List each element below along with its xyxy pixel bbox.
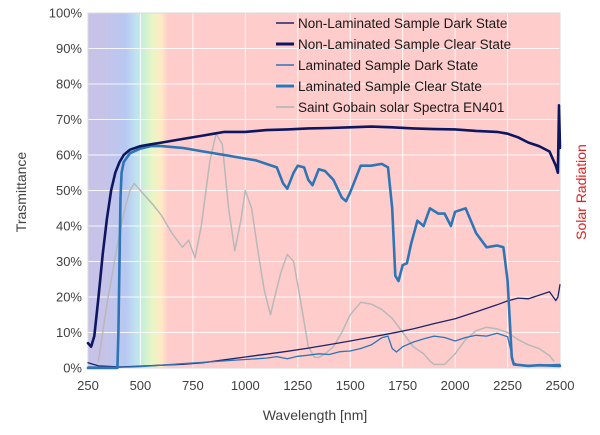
- legend-label: Saint Gobain solar Spectra EN401: [298, 100, 504, 115]
- y-axis-ticks: 0% 10% 20% 30% 40% 50% 60% 70% 80% 90% 100%: [49, 6, 83, 376]
- y-tick-label: 70%: [56, 112, 82, 127]
- legend: Non-Laminated Sample Dark State Non-Lamin…: [276, 16, 511, 115]
- y-tick-label: 60%: [56, 148, 82, 163]
- x-tick-label: 1250: [283, 378, 312, 393]
- x-axis-title: Wavelength [nm]: [263, 407, 368, 423]
- y-tick-label: 50%: [56, 183, 82, 198]
- series-line-4: [97, 132, 555, 366]
- y2-axis-title: Solar Radiation: [573, 144, 589, 240]
- x-tick-label: 1500: [336, 378, 365, 393]
- x-tick-label: 2500: [546, 378, 575, 393]
- plot-frame: [87, 12, 561, 369]
- y-tick-label: 0%: [63, 361, 82, 376]
- legend-label: Non-Laminated Sample Dark State: [298, 16, 507, 31]
- y-tick-label: 40%: [56, 219, 82, 234]
- x-tick-label: 2000: [441, 378, 470, 393]
- x-tick-label: 250: [77, 378, 99, 393]
- y-tick-label: 80%: [56, 77, 82, 92]
- x-tick-label: 500: [130, 378, 152, 393]
- x-tick-label: 750: [182, 378, 204, 393]
- y-tick-label: 90%: [56, 41, 82, 56]
- y-axis-title: Trasmittance: [13, 152, 29, 233]
- series-line-1: [86, 104, 562, 349]
- legend-label: Laminated Sample Clear State: [298, 79, 482, 94]
- y-tick-label: 10%: [56, 325, 82, 340]
- x-tick-label: 1750: [388, 378, 417, 393]
- series-line-2: [87, 332, 561, 368]
- series-line-3: [86, 144, 562, 370]
- x-tick-label: 1000: [231, 378, 260, 393]
- y-tick-label: 30%: [56, 254, 82, 269]
- x-axis-ticks: 250 500 750 1000 1250 1500 1750 2000 2250 2500: [77, 378, 574, 393]
- legend-label: Non-Laminated Sample Clear State: [298, 37, 511, 52]
- x-tick-label: 2250: [493, 378, 522, 393]
- series-lines: [86, 104, 562, 370]
- y-tick-label: 20%: [56, 290, 82, 305]
- y-tick-label: 100%: [49, 6, 83, 21]
- legend-label: Laminated Sample Dark State: [298, 58, 478, 73]
